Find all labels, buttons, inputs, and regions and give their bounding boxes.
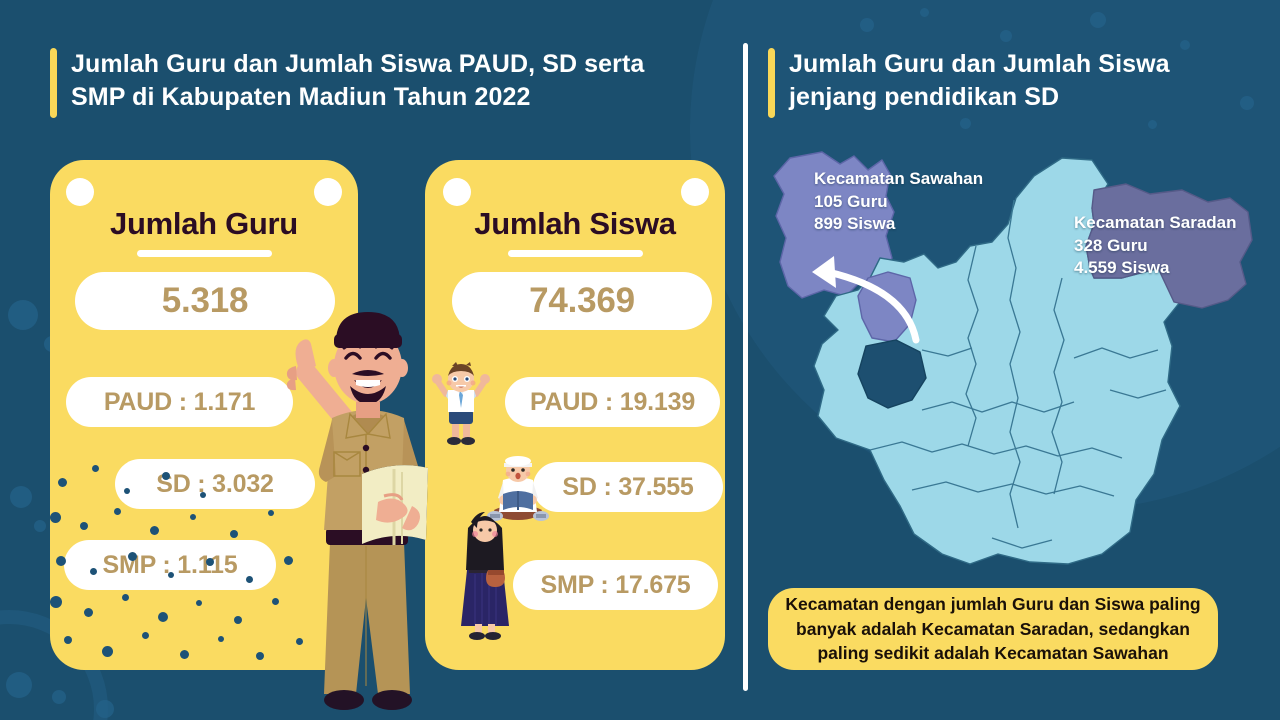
card-heading-rule (137, 250, 272, 257)
level-pill-sd-guru: SD : 3.032 (115, 459, 315, 509)
illustration-seated-boy-reading (486, 448, 550, 530)
background-dot (6, 672, 32, 698)
level-pill-label: SD : 3.032 (156, 469, 274, 498)
caption-line-3: paling sedikit adalah Kecamatan Sawahan (817, 643, 1169, 664)
background-dot (34, 520, 46, 532)
total-siswa-pill: 74.369 (452, 272, 712, 330)
level-pill-paud-siswa: PAUD : 19.139 (505, 377, 720, 427)
level-pill-label: SD : 37.555 (562, 472, 694, 501)
level-pill-label: SMP : 1.115 (102, 550, 238, 579)
total-guru-value: 5.318 (161, 281, 249, 320)
annotation-teachers: 328 Guru (1074, 235, 1148, 255)
left-title-line-2: SMP di Kabupaten Madiun Tahun 2022 (71, 83, 531, 111)
card-heading-siswa: Jumlah Siswa (474, 206, 676, 241)
right-title-line-1: Jumlah Guru dan Jumlah Siswa (789, 50, 1170, 78)
level-pill-sd-siswa: SD : 37.555 (533, 462, 723, 512)
caption-line-1: Kecamatan dengan jumlah Guru dan Siswa p… (785, 593, 1201, 614)
right-title-text: Jumlah Guru dan Jumlah Siswa jenjang pen… (789, 48, 1170, 114)
total-siswa-value: 74.369 (529, 281, 635, 320)
left-title-line-1: Jumlah Guru dan Jumlah Siswa PAUD, SD se… (71, 50, 645, 78)
level-pill-label: PAUD : 1.171 (103, 387, 256, 416)
level-pill-smp-siswa: SMP : 17.675 (513, 560, 718, 610)
panel-divider (743, 43, 748, 691)
illustration-schoolgirl (455, 508, 515, 643)
title-accent-bar (50, 48, 57, 118)
annotation-students: 4.559 Siswa (1074, 258, 1170, 278)
card-punch-hole-right (681, 178, 709, 206)
caption-text: Kecamatan dengan jumlah Guru dan Siswa p… (785, 592, 1200, 667)
background-dot (8, 300, 38, 330)
map-district-dark (857, 339, 927, 409)
level-pill-smp-guru: SMP : 1.115 (64, 540, 276, 590)
map-caption-box: Kecamatan dengan jumlah Guru dan Siswa p… (768, 588, 1218, 670)
annotation-name: Kecamatan Sawahan (814, 169, 984, 188)
level-pill-label: PAUD : 19.139 (529, 387, 696, 416)
background-dot (920, 8, 929, 17)
level-pill-label: SMP : 17.675 (540, 570, 691, 599)
map-annotation-saradan: Kecamatan Saradan 328 Guru 4.559 Siswa (1074, 212, 1237, 280)
background-dot (960, 118, 971, 129)
right-panel-title: Jumlah Guru dan Jumlah Siswa jenjang pen… (768, 48, 1248, 120)
annotation-students: 899 Siswa (814, 214, 896, 234)
total-guru-pill: 5.318 (75, 272, 335, 330)
card-heading-rule (508, 250, 643, 257)
illustration-teacher (266, 306, 466, 716)
level-pill-paud-guru: PAUD : 1.171 (66, 377, 293, 427)
card-punch-hole-left (443, 178, 471, 206)
map-district-saradan (1085, 183, 1253, 309)
map-annotation-sawahan: Kecamatan Sawahan 105 Guru 899 Siswa (814, 168, 983, 236)
background-dot (1000, 30, 1012, 42)
title-accent-bar (768, 48, 775, 118)
background-dot (10, 486, 32, 508)
background-dot (1240, 96, 1254, 110)
caption-line-2: banyak adalah Kecamatan Saradan, sedangk… (796, 618, 1190, 639)
map-kabupaten-madiun: Kecamatan Sawahan 105 Guru 899 Siswa Kec… (762, 150, 1262, 575)
card-heading-guru: Jumlah Guru (110, 206, 298, 241)
annotation-name: Kecamatan Saradan (1074, 213, 1237, 232)
background-dot (96, 700, 114, 718)
card-punch-hole-left (66, 178, 94, 206)
illustration-cheering-boy (428, 358, 494, 446)
left-title-text: Jumlah Guru dan Jumlah Siswa PAUD, SD se… (71, 48, 644, 114)
background-dot (860, 18, 874, 32)
background-dot (800, 92, 810, 102)
background-dot (52, 690, 66, 704)
right-title-line-2: jenjang pendidikan SD (789, 83, 1060, 111)
map-pointer-arrow (812, 256, 920, 344)
annotation-teachers: 105 Guru (814, 191, 888, 211)
stat-card-jumlah-guru: Jumlah Guru 5.318 PAUD : 1.171 SD : 3.03… (50, 160, 358, 670)
background-dot (1090, 12, 1106, 28)
background-dot (1180, 40, 1190, 50)
background-dot (1148, 120, 1157, 129)
left-panel-title: Jumlah Guru dan Jumlah Siswa PAUD, SD se… (50, 48, 710, 120)
card-punch-hole-right (314, 178, 342, 206)
